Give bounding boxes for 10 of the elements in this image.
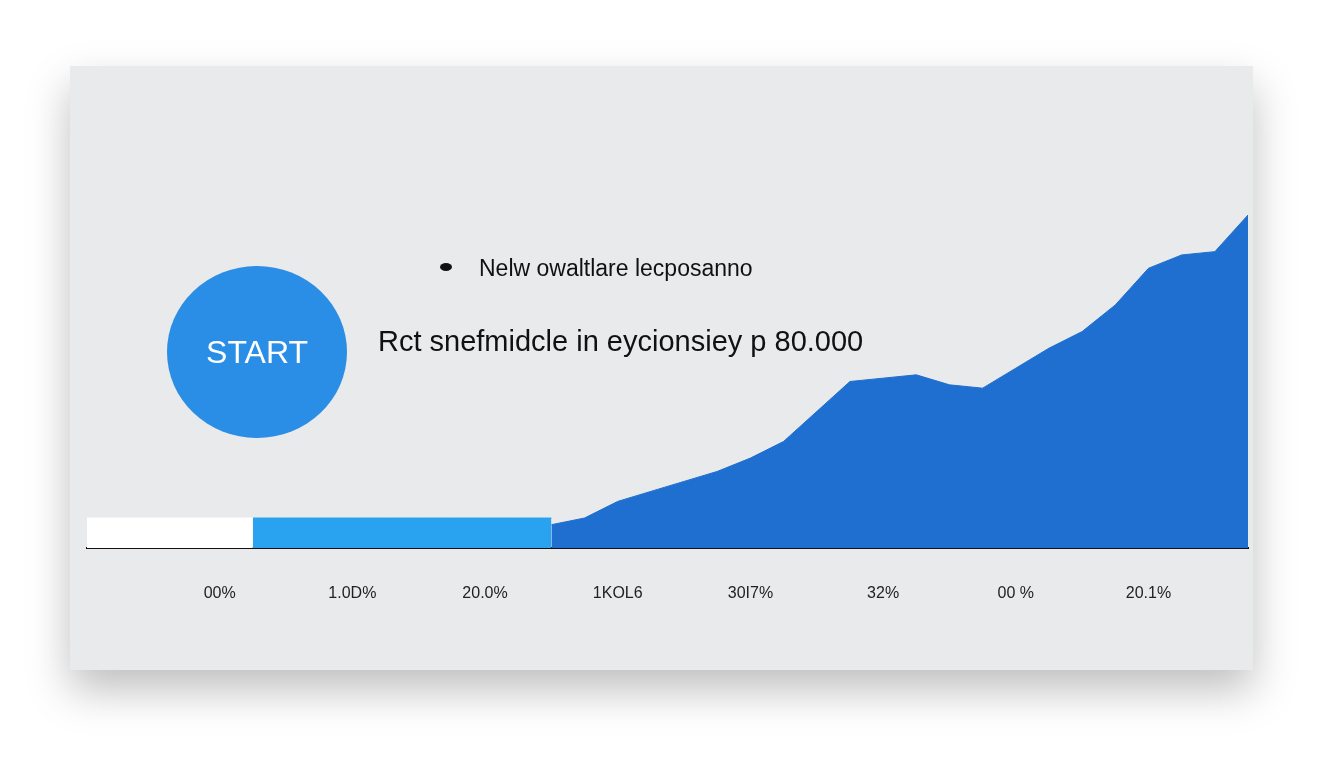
x-tick-label: 30I7%: [727, 584, 774, 602]
x-tick-label: 20.1%: [1125, 584, 1172, 602]
x-tick-label: 32%: [867, 584, 900, 602]
annotation: Rct snefmidcle in eycionsiey p 80.000: [378, 325, 864, 358]
x-tick-label: 00%: [203, 584, 236, 602]
x-tick-label: 1KOL6: [592, 584, 643, 602]
annotation: Nelw owaltlare lecposanno: [479, 255, 753, 282]
x-tick-label: 20.0%: [462, 584, 508, 602]
x-tick-label: 1.0D%: [328, 584, 377, 602]
x-tick-label: 00 %: [997, 584, 1035, 602]
